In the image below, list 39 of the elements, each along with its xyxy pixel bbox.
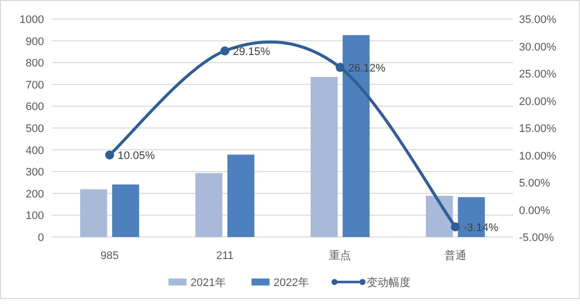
legend-label: 变动幅度 bbox=[366, 276, 410, 289]
y-tick-label: 300 bbox=[26, 166, 44, 179]
legend-label: 2021年 bbox=[190, 277, 226, 289]
y-tick-label: 800 bbox=[26, 58, 44, 70]
y-tick-label: 500 bbox=[26, 123, 44, 135]
y2-tick-label: 25.00% bbox=[519, 68, 557, 80]
data-label: 29.15% bbox=[232, 46, 270, 58]
y-tick-label: 700 bbox=[26, 79, 44, 92]
data-label: 10.05% bbox=[118, 150, 156, 162]
y2-tick-label: 30.00% bbox=[519, 41, 557, 54]
y-tick-label: 400 bbox=[26, 144, 44, 157]
y2-tick-label: 5.00% bbox=[519, 178, 550, 190]
bar bbox=[227, 154, 254, 237]
point bbox=[220, 46, 230, 56]
point bbox=[450, 222, 460, 232]
bar bbox=[195, 173, 222, 237]
y-tick-label: 900 bbox=[26, 36, 44, 48]
y-tick-label: 200 bbox=[26, 188, 44, 200]
y2-tick-label: 0.00% bbox=[519, 204, 550, 217]
y-tick-label: 100 bbox=[26, 210, 44, 222]
y2-tick-label: 10.00% bbox=[519, 150, 557, 162]
y2-tick-label: 35.00% bbox=[519, 14, 557, 26]
y-tick-label: 600 bbox=[26, 101, 44, 114]
y2-tick-label: 15.00% bbox=[519, 123, 557, 135]
bar bbox=[80, 189, 108, 237]
x-tick-label: 211 bbox=[216, 250, 234, 262]
y-tick-label: 1000 bbox=[20, 14, 44, 26]
bar bbox=[112, 184, 140, 237]
bar bbox=[426, 196, 453, 237]
x-tick-label: 重点 bbox=[329, 249, 352, 262]
x-tick-label: 985 bbox=[100, 250, 119, 262]
point bbox=[336, 62, 345, 72]
point bbox=[105, 150, 114, 160]
y-tick-label: 0 bbox=[38, 232, 44, 244]
x-tick-label: 普通 bbox=[444, 249, 466, 262]
bar bbox=[310, 76, 338, 237]
y2-tick-label: -5.00% bbox=[519, 232, 554, 244]
y2-tick-label: 20.00% bbox=[519, 96, 557, 108]
legend-label: 2022年 bbox=[274, 277, 309, 289]
